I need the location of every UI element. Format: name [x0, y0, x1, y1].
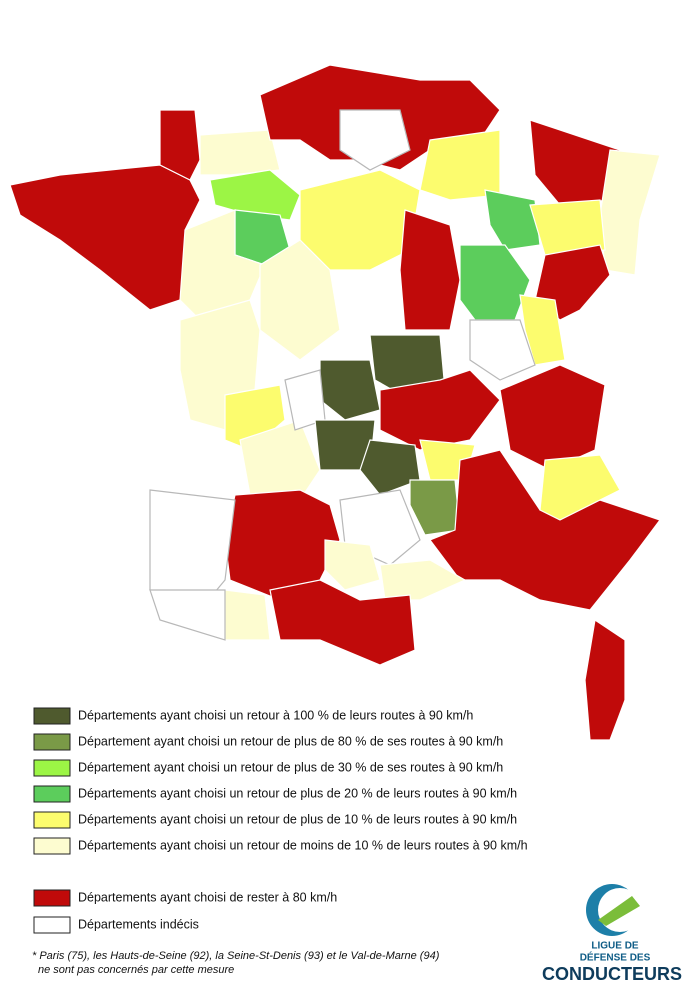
legend: Départements ayant choisi un retour à 10… [33, 707, 528, 934]
department [599, 149, 661, 276]
department [399, 209, 461, 331]
department [499, 364, 606, 471]
department [209, 169, 301, 221]
legend-label: Départements ayant choisi de rester à 80… [78, 890, 337, 904]
legend-swatch [33, 837, 71, 855]
logo: LIGUE DE DÉFENSE DES CONDUCTEURS [542, 884, 682, 984]
department [539, 454, 621, 521]
legend-label: Départements ayant choisi un retour à 10… [78, 708, 473, 722]
logo-emblem [598, 896, 640, 926]
legend-label: Départements ayant choisi un retour de p… [78, 812, 517, 826]
logo-text: LIGUE DE [591, 941, 639, 952]
department [159, 109, 201, 181]
department [324, 539, 381, 591]
legend-swatch [33, 707, 71, 725]
department [484, 189, 541, 251]
department [584, 618, 626, 741]
departments [9, 64, 661, 741]
legend-swatch [33, 785, 71, 803]
legend-label: Départements ayant choisi un retour de m… [78, 838, 528, 852]
department [529, 199, 606, 256]
legend-label: Département ayant choisi un retour de pl… [78, 760, 503, 774]
logo-text: DÉFENSE DES [580, 951, 651, 964]
department [269, 579, 416, 666]
department [419, 129, 501, 201]
department [319, 359, 381, 421]
department [9, 164, 201, 311]
department [469, 319, 536, 381]
legend-label: Département ayant choisi un retour de pl… [78, 734, 503, 748]
department [409, 479, 461, 536]
legend-swatch [33, 916, 71, 934]
department [459, 244, 531, 321]
department [519, 294, 566, 366]
logo-text: CONDUCTEURS [542, 964, 682, 984]
department [379, 559, 467, 601]
legend-label: Départements ayant choisi un retour de p… [78, 786, 517, 800]
footnote: ne sont pas concernés par cette mesure [38, 964, 234, 976]
department [179, 209, 266, 321]
department [339, 109, 411, 171]
legend-swatch [33, 759, 71, 777]
footnote: * Paris (75), les Hauts-de-Seine (92), l… [32, 950, 440, 962]
department [149, 589, 226, 641]
department [379, 369, 501, 451]
department [224, 589, 271, 641]
legend-swatch [33, 811, 71, 829]
legend-swatch [33, 733, 71, 751]
legend-label: Départements indécis [78, 917, 199, 931]
legend-swatch [33, 889, 71, 907]
department [199, 129, 281, 176]
department [239, 419, 321, 501]
department [359, 439, 421, 496]
